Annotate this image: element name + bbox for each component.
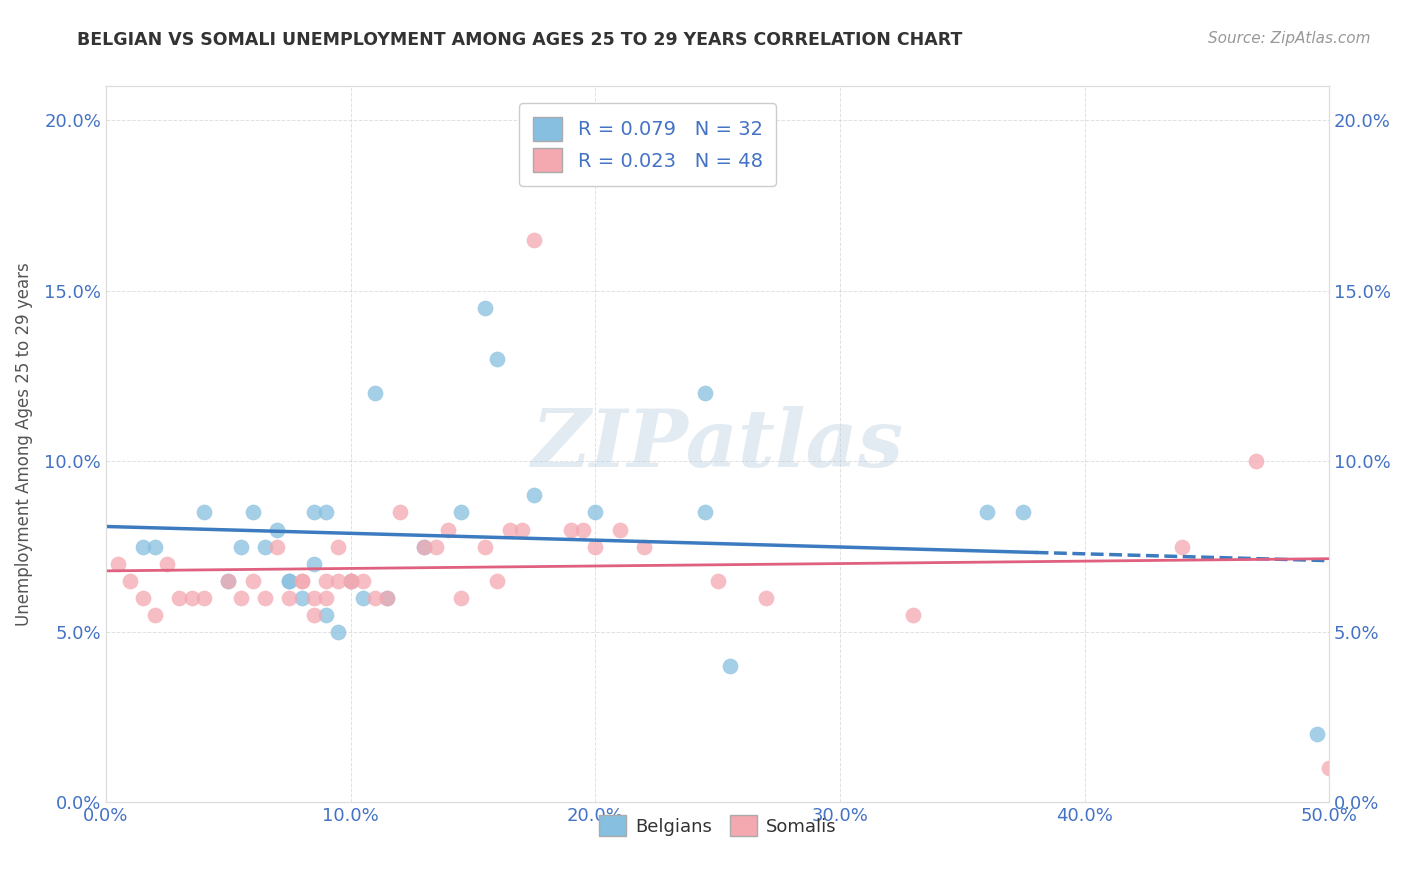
Point	[291, 591, 314, 605]
Point	[375, 591, 398, 605]
Point	[143, 607, 166, 622]
Point	[180, 591, 202, 605]
Point	[1317, 761, 1340, 775]
Point	[291, 574, 314, 588]
Point	[718, 659, 741, 673]
Point	[302, 607, 325, 622]
Point	[510, 523, 533, 537]
Point	[120, 574, 142, 588]
Point	[278, 574, 301, 588]
Legend: Belgians, Somalis: Belgians, Somalis	[592, 808, 844, 843]
Point	[229, 540, 252, 554]
Point	[583, 540, 606, 554]
Point	[364, 386, 387, 401]
Point	[1012, 506, 1035, 520]
Point	[217, 574, 239, 588]
Point	[609, 523, 631, 537]
Point	[1306, 727, 1329, 741]
Text: ZIPatlas: ZIPatlas	[531, 406, 904, 483]
Point	[352, 574, 374, 588]
Point	[328, 574, 350, 588]
Point	[143, 540, 166, 554]
Point	[523, 233, 546, 247]
Point	[278, 574, 301, 588]
Point	[339, 574, 361, 588]
Point	[1171, 540, 1194, 554]
Point	[498, 523, 520, 537]
Point	[560, 523, 582, 537]
Point	[413, 540, 436, 554]
Point	[242, 574, 264, 588]
Point	[328, 540, 350, 554]
Point	[474, 301, 496, 315]
Point	[131, 591, 153, 605]
Point	[474, 540, 496, 554]
Point	[217, 574, 239, 588]
Point	[315, 591, 337, 605]
Point	[695, 386, 717, 401]
Point	[156, 557, 179, 571]
Point	[193, 591, 215, 605]
Point	[253, 591, 276, 605]
Point	[253, 540, 276, 554]
Point	[572, 523, 595, 537]
Point	[523, 488, 546, 502]
Point	[425, 540, 447, 554]
Point	[486, 574, 509, 588]
Point	[328, 624, 350, 639]
Point	[266, 540, 288, 554]
Point	[302, 591, 325, 605]
Point	[107, 557, 129, 571]
Point	[278, 591, 301, 605]
Point	[583, 506, 606, 520]
Point	[315, 574, 337, 588]
Point	[450, 591, 472, 605]
Point	[388, 506, 411, 520]
Point	[315, 607, 337, 622]
Point	[302, 506, 325, 520]
Point	[302, 557, 325, 571]
Point	[375, 591, 398, 605]
Point	[315, 506, 337, 520]
Point	[633, 540, 655, 554]
Point	[903, 607, 925, 622]
Point	[291, 574, 314, 588]
Point	[695, 506, 717, 520]
Point	[131, 540, 153, 554]
Point	[450, 506, 472, 520]
Point	[976, 506, 998, 520]
Point	[706, 574, 728, 588]
Point	[229, 591, 252, 605]
Point	[266, 523, 288, 537]
Point	[364, 591, 387, 605]
Point	[1244, 454, 1267, 468]
Point	[339, 574, 361, 588]
Point	[242, 506, 264, 520]
Point	[193, 506, 215, 520]
Point	[339, 574, 361, 588]
Y-axis label: Unemployment Among Ages 25 to 29 years: Unemployment Among Ages 25 to 29 years	[15, 262, 32, 626]
Point	[413, 540, 436, 554]
Text: BELGIAN VS SOMALI UNEMPLOYMENT AMONG AGES 25 TO 29 YEARS CORRELATION CHART: BELGIAN VS SOMALI UNEMPLOYMENT AMONG AGE…	[77, 31, 963, 49]
Point	[437, 523, 460, 537]
Point	[352, 591, 374, 605]
Point	[755, 591, 778, 605]
Point	[486, 352, 509, 367]
Text: Source: ZipAtlas.com: Source: ZipAtlas.com	[1208, 31, 1371, 46]
Point	[169, 591, 191, 605]
